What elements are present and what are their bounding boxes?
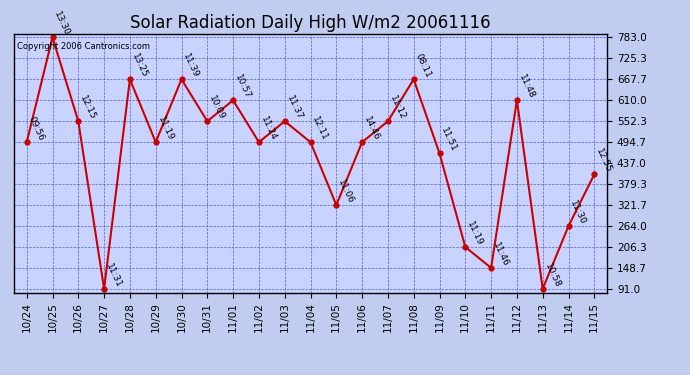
Text: 12:15: 12:15 <box>78 94 97 121</box>
Title: Solar Radiation Daily High W/m2 20061116: Solar Radiation Daily High W/m2 20061116 <box>130 14 491 32</box>
Text: 11:19: 11:19 <box>156 115 175 142</box>
Text: 11:37: 11:37 <box>285 94 304 121</box>
Text: 11:19: 11:19 <box>465 220 484 247</box>
Text: 11:06: 11:06 <box>336 178 355 205</box>
Text: 10:57: 10:57 <box>233 73 252 100</box>
Text: 11:24: 11:24 <box>259 115 278 142</box>
Text: 14:46: 14:46 <box>362 115 381 142</box>
Text: 11:51: 11:51 <box>440 126 459 153</box>
Text: 10:58: 10:58 <box>543 262 562 289</box>
Text: 13:30: 13:30 <box>52 10 72 38</box>
Text: 08:11: 08:11 <box>414 52 433 79</box>
Text: 12:11: 12:11 <box>310 115 330 142</box>
Text: 09:56: 09:56 <box>27 115 46 142</box>
Text: 11:46: 11:46 <box>491 241 510 268</box>
Text: 10:09: 10:09 <box>207 94 226 121</box>
Text: 11:30: 11:30 <box>569 199 588 226</box>
Text: Copyright 2006 Cantronics.com: Copyright 2006 Cantronics.com <box>17 42 150 51</box>
Text: 11:31: 11:31 <box>104 262 124 289</box>
Text: 11:12: 11:12 <box>388 94 407 121</box>
Text: 11:39: 11:39 <box>181 52 201 79</box>
Text: 12:55: 12:55 <box>594 147 613 174</box>
Text: 11:48: 11:48 <box>517 73 536 100</box>
Text: 13:25: 13:25 <box>130 52 149 79</box>
